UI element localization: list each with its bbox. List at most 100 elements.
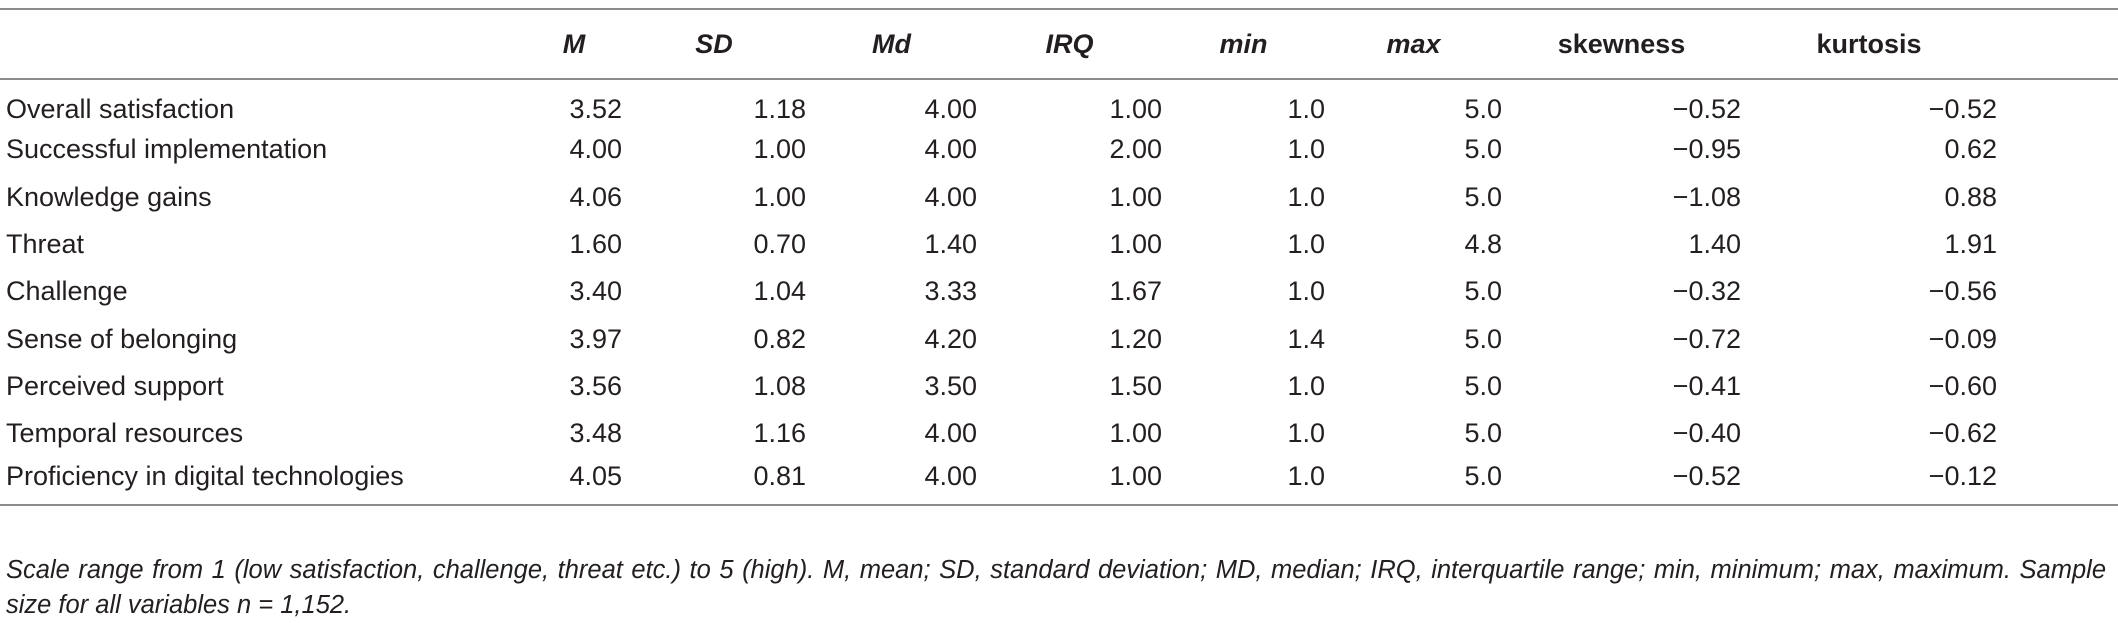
cell-md: 3.50 — [924, 370, 977, 401]
cell-max: 5.0 — [1464, 93, 1502, 124]
table-row: Temporal resources 3.48 1.16 4.00 1.00 1… — [0, 410, 2118, 457]
cell-irq: 1.00 — [1109, 229, 1162, 260]
cell-irq: 2.00 — [1109, 134, 1162, 165]
cell-md: 1.40 — [924, 229, 977, 260]
cell-sd: 1.08 — [753, 370, 806, 401]
cell-kurtosis: −0.52 — [1928, 93, 1997, 124]
header-min: min — [1162, 8, 1325, 80]
cell-sd: 1.00 — [753, 181, 806, 212]
cell-min: 1.0 — [1287, 134, 1325, 165]
cell-sd: 1.18 — [753, 93, 806, 124]
cell-spacer — [1997, 126, 2118, 173]
cell-skewness: −1.08 — [1672, 181, 1741, 212]
cell-max: 5.0 — [1464, 323, 1502, 354]
row-label: Temporal resources — [6, 418, 244, 449]
header-sd: SD — [622, 8, 806, 80]
row-label: Perceived support — [6, 370, 224, 401]
cell-irq: 1.00 — [1109, 418, 1162, 449]
cell-m: 4.05 — [569, 461, 622, 492]
cell-skewness: −0.32 — [1672, 276, 1741, 307]
cell-irq: 1.00 — [1109, 93, 1162, 124]
cell-skewness: 1.40 — [1688, 229, 1741, 260]
table-row: Threat 1.60 0.70 1.40 1.00 1.0 4.8 1.40 … — [0, 221, 2118, 268]
cell-sd: 0.82 — [753, 323, 806, 354]
header-max: max — [1325, 8, 1502, 80]
cell-spacer — [1997, 410, 2118, 457]
cell-kurtosis: 0.62 — [1944, 134, 1997, 165]
cell-min: 1.0 — [1287, 93, 1325, 124]
cell-sd: 1.00 — [753, 134, 806, 165]
cell-skewness: −0.41 — [1672, 370, 1741, 401]
cell-min: 1.0 — [1287, 418, 1325, 449]
cell-m: 4.00 — [569, 134, 622, 165]
cell-min: 1.0 — [1287, 181, 1325, 212]
cell-irq: 1.00 — [1109, 181, 1162, 212]
cell-min: 1.0 — [1287, 229, 1325, 260]
header-irq: IRQ — [977, 8, 1162, 80]
cell-irq: 1.50 — [1109, 370, 1162, 401]
table-row: Knowledge gains 4.06 1.00 4.00 1.00 1.0 … — [0, 174, 2118, 221]
cell-md: 4.00 — [924, 134, 977, 165]
row-label: Threat — [6, 229, 85, 260]
table-footnote: Scale range from 1 (low satisfaction, ch… — [6, 555, 2106, 619]
cell-m: 3.56 — [569, 370, 622, 401]
cell-min: 1.0 — [1287, 461, 1325, 492]
cell-m: 3.97 — [569, 323, 622, 354]
cell-kurtosis: 0.88 — [1944, 181, 1997, 212]
header-row: M SD Md IRQ min max skewness kurtosis — [0, 8, 2118, 80]
cell-max: 5.0 — [1464, 461, 1502, 492]
table-header: M SD Md IRQ min max skewness kurtosis — [0, 8, 2118, 80]
cell-irq: 1.67 — [1109, 276, 1162, 307]
cell-min: 1.0 — [1287, 370, 1325, 401]
row-label: Proficiency in digital technologies — [6, 461, 404, 492]
cell-m: 3.40 — [569, 276, 622, 307]
cell-irq: 1.20 — [1109, 323, 1162, 354]
cell-md: 4.20 — [924, 323, 977, 354]
table-row: Overall satisfaction 3.52 1.18 4.00 1.00… — [0, 79, 2118, 126]
header-md: Md — [806, 8, 977, 80]
table-row: Perceived support 3.56 1.08 3.50 1.50 1.… — [0, 363, 2118, 410]
cell-sd: 1.04 — [753, 276, 806, 307]
cell-max: 5.0 — [1464, 418, 1502, 449]
table-body: Overall satisfaction 3.52 1.18 4.00 1.00… — [0, 79, 2118, 505]
cell-max: 5.0 — [1464, 181, 1502, 212]
table-row: Sense of belonging 3.97 0.82 4.20 1.20 1… — [0, 315, 2118, 362]
cell-max: 5.0 — [1464, 276, 1502, 307]
cell-spacer — [1997, 363, 2118, 410]
cell-spacer — [1997, 315, 2118, 362]
cell-kurtosis: −0.62 — [1928, 418, 1997, 449]
cell-skewness: −0.72 — [1672, 323, 1741, 354]
cell-kurtosis: −0.12 — [1928, 461, 1997, 492]
cell-spacer — [1997, 268, 2118, 315]
cell-skewness: −0.40 — [1672, 418, 1741, 449]
row-label: Challenge — [6, 276, 128, 307]
cell-kurtosis: 1.91 — [1944, 229, 1997, 260]
cell-min: 1.4 — [1287, 323, 1325, 354]
table-row: Challenge 3.40 1.04 3.33 1.67 1.0 5.0 −0… — [0, 268, 2118, 315]
descriptive-statistics-table: M SD Md IRQ min max skewness kurtosis Ov… — [0, 8, 2118, 506]
cell-skewness: −0.52 — [1672, 93, 1741, 124]
row-label: Successful implementation — [6, 134, 328, 165]
row-label: Overall satisfaction — [6, 93, 235, 124]
cell-max: 4.8 — [1464, 229, 1502, 260]
cell-kurtosis: −0.60 — [1928, 370, 1997, 401]
header-label-column — [0, 8, 526, 80]
cell-spacer — [1997, 457, 2118, 504]
cell-spacer — [1997, 174, 2118, 221]
cell-kurtosis: −0.09 — [1928, 323, 1997, 354]
cell-md: 4.00 — [924, 93, 977, 124]
cell-max: 5.0 — [1464, 370, 1502, 401]
cell-md: 4.00 — [924, 461, 977, 492]
cell-skewness: −0.95 — [1672, 134, 1741, 165]
row-label: Sense of belonging — [6, 323, 238, 354]
table-row: Successful implementation 4.00 1.00 4.00… — [0, 126, 2118, 173]
cell-md: 4.00 — [924, 181, 977, 212]
header-spacer — [1997, 8, 2118, 80]
table-row: Proficiency in digital technologies 4.05… — [0, 457, 2118, 505]
cell-sd: 1.16 — [753, 418, 806, 449]
cell-min: 1.0 — [1287, 276, 1325, 307]
header-m: M — [526, 8, 622, 80]
cell-irq: 1.00 — [1109, 461, 1162, 492]
header-skewness: skewness — [1502, 8, 1741, 80]
